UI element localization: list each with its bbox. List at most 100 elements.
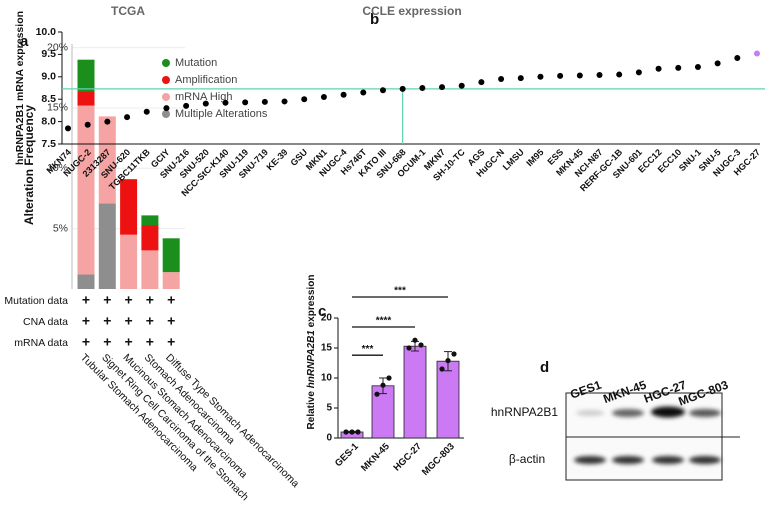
point — [498, 76, 505, 83]
legend-swatch — [162, 59, 170, 67]
bar — [436, 360, 460, 439]
bar-segment — [120, 234, 138, 289]
replicate-point — [349, 429, 355, 435]
panel-letter: a — [20, 33, 29, 50]
y-axis-label-part: Relative — [306, 388, 317, 429]
replicate-point — [406, 345, 412, 351]
point — [320, 93, 327, 100]
x-tick-label: MKN-45 — [359, 441, 392, 474]
legend-label: Mutation — [175, 57, 217, 69]
significance-label: **** — [376, 316, 392, 327]
point — [124, 114, 131, 121]
x-tick-label: IM95 — [524, 147, 545, 168]
row-mark: + — [167, 292, 175, 308]
y-tick-label: 20% — [47, 41, 68, 53]
row-mark: + — [103, 292, 111, 308]
y-tick-label: 5% — [53, 222, 68, 234]
point — [143, 108, 150, 115]
x-tick-label: MGC-803 — [420, 441, 457, 478]
legend-label: Amplification — [175, 74, 237, 86]
x-tick-label: LMSU — [501, 147, 526, 172]
replicate-point — [380, 382, 386, 388]
y-axis-label: Relative hnRNPA2B1 expression — [306, 275, 317, 430]
point — [517, 75, 524, 82]
band — [689, 409, 721, 417]
point — [65, 125, 71, 132]
y-tick-label: 15% — [47, 102, 68, 114]
bar-segment — [77, 274, 95, 289]
point — [635, 69, 642, 76]
replicate-point — [451, 351, 457, 357]
point — [379, 87, 386, 94]
replicate-point — [418, 342, 424, 348]
band — [576, 410, 604, 416]
point — [478, 79, 485, 86]
legend-swatch — [162, 76, 170, 84]
y-tick-label: 8.0 — [41, 115, 56, 127]
row-mark: + — [167, 313, 175, 329]
replicate-point — [343, 429, 349, 435]
bar-segment — [77, 59, 95, 92]
point — [537, 73, 544, 80]
point — [399, 85, 406, 92]
row-label: CNA data — [23, 316, 68, 328]
y-tick-label: 0 — [326, 433, 332, 444]
y-tick-label: 10 — [321, 373, 333, 384]
point — [675, 64, 682, 71]
y-tick-label: 5 — [326, 403, 332, 414]
bar-segment — [77, 105, 95, 275]
blot-bands — [574, 406, 721, 464]
legend-swatch — [162, 93, 170, 101]
bar-segment — [98, 203, 116, 289]
row-mark: + — [167, 334, 175, 350]
bar-segment — [162, 272, 180, 289]
panel-letter: b — [370, 11, 379, 28]
y-tick-label: 9.0 — [41, 71, 56, 83]
row-mark: + — [125, 292, 133, 308]
point — [242, 99, 249, 106]
point — [439, 84, 446, 91]
legend-swatch — [162, 110, 170, 118]
y-tick-label: 10% — [47, 162, 68, 174]
row-label: mRNA data — [14, 337, 68, 349]
replicate-point — [445, 358, 451, 364]
row-mark: + — [146, 292, 154, 308]
replicate-point — [439, 366, 445, 372]
point — [340, 91, 347, 98]
point — [104, 118, 111, 125]
y-tick-label: 20 — [321, 313, 333, 324]
row-mark: + — [125, 334, 133, 350]
bar-segment — [77, 91, 95, 106]
row-label: hnRNPA2B1 — [491, 405, 558, 419]
legend-label: mRNA High — [175, 91, 232, 103]
point — [596, 72, 603, 79]
bar-segment — [162, 238, 180, 273]
band — [689, 456, 721, 464]
replicate-point — [412, 337, 418, 343]
point — [714, 60, 721, 67]
chart-title: TCGA — [111, 4, 145, 18]
bar-segment — [141, 250, 159, 289]
bar-segment — [98, 116, 116, 204]
row-mark: + — [146, 313, 154, 329]
row-label: Mutation data — [4, 295, 68, 307]
point — [576, 72, 583, 79]
significance-label: *** — [394, 286, 406, 297]
bar-segment — [141, 225, 159, 251]
row-mark: + — [146, 334, 154, 350]
point — [694, 63, 701, 70]
replicate-point — [386, 375, 392, 381]
point — [301, 96, 308, 103]
point — [261, 98, 268, 105]
point — [734, 54, 741, 61]
point — [222, 99, 229, 106]
blot: d hnRNPA2B1 β-actin GES1 MKN-45 HGC-27 M… — [491, 359, 740, 481]
point — [754, 50, 760, 57]
panel-letter: c — [318, 303, 326, 320]
y-tick-label: 9.5 — [41, 48, 56, 60]
band — [652, 456, 684, 464]
legend-label: Multiple Alterations — [175, 108, 268, 120]
y-axis-label-part: hnRNPA2B1 — [306, 330, 317, 389]
point — [616, 71, 623, 78]
